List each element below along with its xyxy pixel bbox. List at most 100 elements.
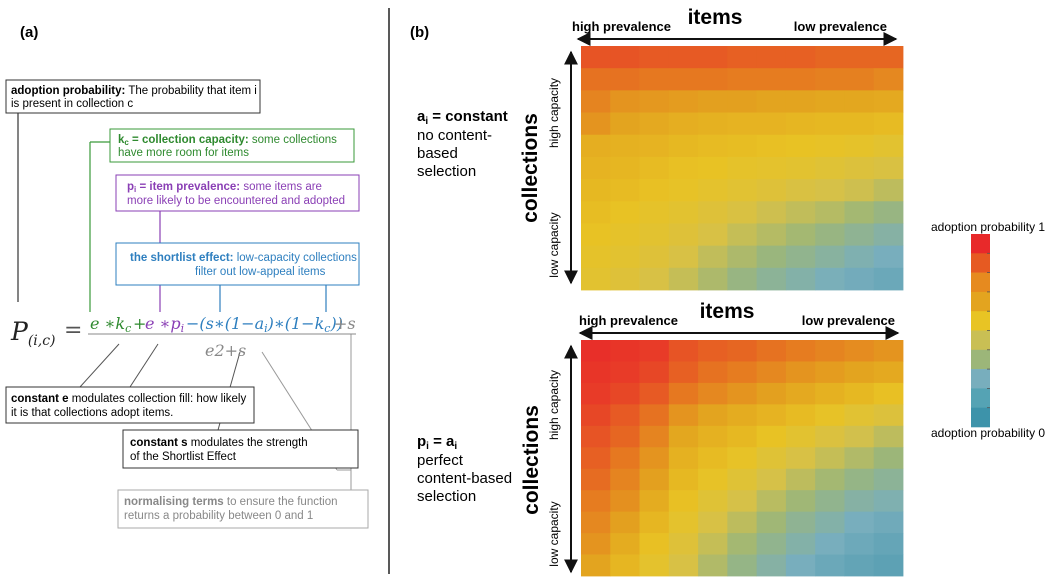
top-heatmap-cell-r3-c9	[844, 112, 875, 136]
top-heatmap-cell-r0-c7	[785, 46, 816, 69]
bottom-heatmap-cell-r5-c9	[844, 447, 875, 470]
bottom-heatmap-cell-r8-c8	[815, 511, 845, 534]
bottom-heatmap-cell-r6-c4	[698, 468, 728, 491]
top-low-capacity: low capacity	[547, 212, 561, 277]
top-heatmap-cell-r0-c8	[815, 46, 845, 69]
bottom-heatmap-cell-r10-c4	[698, 554, 728, 577]
bottom-heatmap-cell-r0-c3	[668, 340, 699, 362]
formula-denominator: e2+s	[205, 341, 246, 360]
top-description-title: ai = constant	[417, 108, 508, 127]
bottom-heatmap-cell-r10-c8	[815, 554, 845, 577]
top-heatmap-cell-r10-c10	[873, 267, 904, 291]
bottom-heatmap-cell-r4-c7	[785, 425, 816, 448]
bottom-heatmap-cell-r9-c1	[610, 533, 640, 555]
bottom-heatmap-cell-r2-c10	[873, 382, 904, 405]
bottom-heatmap-cell-r2-c2	[639, 382, 670, 405]
bottom-low-prevalence: low prevalence	[802, 313, 895, 328]
colorbar-segment-5	[971, 330, 990, 351]
bottom-heatmap-cell-r3-c10	[873, 404, 904, 427]
bottom-heatmap-cell-r7-c6	[756, 490, 787, 513]
bottom-heatmap-cell-r4-c8	[815, 425, 845, 448]
bottom-heatmap-cell-r4-c0	[581, 425, 611, 448]
top-heatmap-cell-r1-c10	[873, 68, 904, 91]
adoption-box-text-2: is present in collection c	[11, 98, 133, 110]
bottom-heatmap-cell-r1-c5	[727, 361, 758, 384]
bottom-heatmap-cell-r0-c2	[639, 340, 670, 362]
top-heatmap-cell-r7-c9	[844, 201, 875, 224]
bottom-heatmap-cell-r8-c4	[698, 511, 728, 534]
top-heatmap-cell-r10-c3	[668, 267, 699, 291]
top-heatmap-cell-r10-c0	[581, 267, 611, 291]
top-heatmap-cell-r5-c3	[668, 156, 699, 180]
bottom-heatmap-cell-r8-c9	[844, 511, 875, 534]
top-heatmap-cell-r6-c5	[727, 179, 758, 202]
bottom-heatmap-cell-r6-c3	[668, 468, 699, 491]
top-heatmap-cell-r7-c10	[873, 201, 904, 224]
top-description-line-2: based	[417, 145, 458, 162]
bottom-heatmap-cell-r6-c10	[873, 468, 904, 491]
top-heatmap-cell-r0-c10	[873, 46, 904, 69]
bottom-heatmap-cell-r9-c6	[756, 533, 787, 555]
top-heatmap-cell-r2-c7	[785, 90, 816, 113]
top-heatmap-cell-r6-c2	[639, 179, 670, 202]
bottom-heatmap-cell-r0-c10	[873, 340, 904, 362]
top-heatmap-cell-r4-c7	[785, 134, 816, 158]
colorbar-segment-9	[971, 407, 990, 428]
bottom-collections-label: collections	[520, 405, 543, 515]
top-heatmap-cell-r9-c0	[581, 245, 611, 269]
bottom-description-line-3: selection	[417, 488, 476, 505]
top-heatmap-cell-r2-c0	[581, 90, 611, 113]
top-description-line-3: selection	[417, 163, 476, 180]
bottom-heatmap-cell-r8-c7	[785, 511, 816, 534]
bottom-description-line-1: perfect	[417, 452, 464, 469]
top-heatmap-cell-r3-c5	[727, 112, 758, 136]
bottom-heatmap-cell-r0-c8	[815, 340, 845, 362]
bottom-heatmap-cell-r2-c6	[756, 382, 787, 405]
adoption-box-text-1: adoption probability: The probability th…	[11, 85, 257, 97]
bottom-heatmap-cell-r2-c5	[727, 382, 758, 405]
top-heatmap-cell-r9-c4	[698, 245, 728, 269]
colorbar-label-top: adoption probability 1	[931, 220, 1045, 234]
bottom-heatmap-cell-r3-c4	[698, 404, 728, 427]
top-heatmap-cell-r8-c0	[581, 223, 611, 247]
top-collections-label: collections	[519, 113, 542, 223]
top-heatmap-cell-r0-c0	[581, 46, 611, 69]
top-high-prevalence: high prevalence	[572, 19, 671, 34]
top-heatmap-cell-r10-c6	[756, 267, 787, 291]
bottom-heatmap-cell-r3-c7	[785, 404, 816, 427]
bottom-heatmap-cell-r4-c5	[727, 425, 758, 448]
constant-s-box	[122, 429, 359, 469]
adoption-probability-box	[5, 79, 261, 114]
top-heatmap-cell-r2-c6	[756, 90, 787, 113]
bottom-high-prevalence: high prevalence	[579, 313, 678, 328]
top-heatmap-cell-r10-c8	[815, 267, 845, 291]
top-heatmap-cell-r0-c2	[639, 46, 670, 69]
top-heatmap-cell-r6-c0	[581, 179, 611, 202]
top-heatmap-cell-r5-c6	[756, 156, 787, 180]
top-heatmap-cell-r3-c2	[639, 112, 670, 136]
bottom-heatmap-cell-r3-c6	[756, 404, 787, 427]
top-heatmap-cell-r1-c5	[727, 68, 758, 91]
top-heatmap-cell-r6-c4	[698, 179, 728, 202]
bottom-heatmap-cell-r10-c5	[727, 554, 758, 577]
top-heatmap-cell-r7-c8	[815, 201, 845, 224]
bottom-heatmap-cell-r4-c6	[756, 425, 787, 448]
bottom-heatmap-cell-r7-c4	[698, 490, 728, 513]
bottom-heatmap-cell-r2-c3	[668, 382, 699, 405]
top-description-line-1: no content-	[417, 127, 492, 144]
bottom-heatmap-cell-r9-c0	[581, 533, 611, 555]
top-heatmap-cell-r9-c1	[610, 245, 640, 269]
bottom-heatmap-cell-r5-c3	[668, 447, 699, 470]
top-heatmap-cell-r8-c1	[610, 223, 640, 247]
top-heatmap-cell-r4-c9	[844, 134, 875, 158]
top-heatmap-cell-r8-c6	[756, 223, 787, 247]
top-heatmap-cell-r3-c0	[581, 112, 611, 136]
top-heatmap-cell-r10-c2	[639, 267, 670, 291]
top-heatmap-cell-r4-c8	[815, 134, 845, 158]
bottom-heatmap-cell-r3-c1	[610, 404, 640, 427]
bottom-heatmap-cell-r3-c2	[639, 404, 670, 427]
e-box-text-1: constant e modulates collection fill: ho…	[11, 393, 246, 405]
formula-term-kc: e ∗kc	[90, 314, 131, 335]
colorbar-segment-1	[971, 253, 990, 273]
bottom-heatmap-cell-r6-c1	[610, 468, 640, 491]
